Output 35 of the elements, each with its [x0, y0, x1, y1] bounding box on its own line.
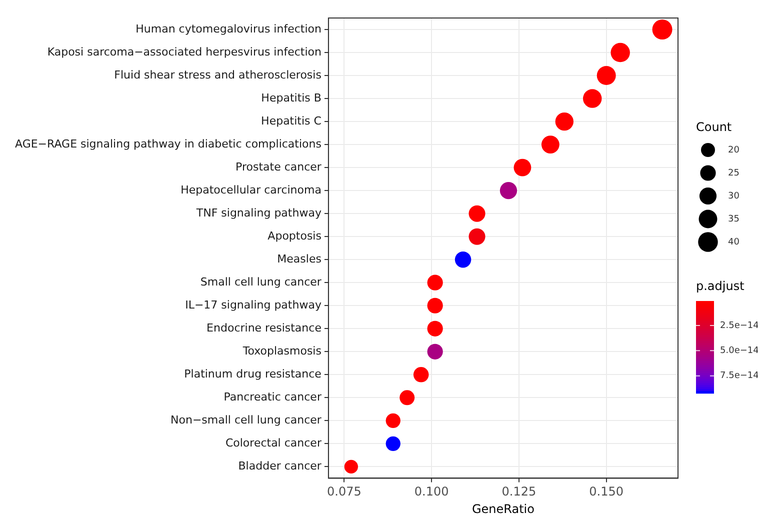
x-axis-title: GeneRatio: [472, 502, 534, 516]
y-tick-label: Pancreatic cancer: [224, 390, 322, 404]
y-tick-label: TNF signaling pathway: [195, 206, 322, 220]
y-tick-label: Hepatocellular carcinoma: [180, 183, 322, 196]
x-tick-label: 0.125: [502, 484, 536, 499]
y-tick-label: Prostate cancer: [236, 160, 322, 174]
legend-label: 30: [728, 191, 740, 202]
y-tick-label: Fluid shear stress and atherosclerosis: [114, 68, 322, 82]
y-tick-label: Non−small cell lung cancer: [170, 414, 322, 427]
x-tick-label: 0.100: [414, 484, 449, 499]
y-tick-label: IL−17 signaling pathway: [185, 298, 322, 312]
color-bar-title: p.adjust: [696, 279, 745, 294]
legend-label: 40: [728, 237, 740, 248]
y-tick-label: Apoptosis: [268, 229, 322, 242]
y-tick-label: Kaposi sarcoma−associated herpesvirus infection: [47, 45, 322, 58]
color-bar-label: 2.5e−14: [720, 320, 760, 331]
legend-label: 20: [728, 145, 740, 156]
color-bar-label: 5.0e−14: [720, 346, 760, 356]
x-tick-label: 0.075: [327, 484, 362, 499]
y-tick-label: AGE−RAGE signaling pathway in diabetic complications: [14, 137, 322, 150]
color-bar-label: 7.5e−14: [720, 371, 760, 382]
y-tick-label: Hepatitis B: [261, 91, 322, 104]
y-tick-label: Endocrine resistance: [206, 321, 322, 334]
y-tick-label: Human cytomegalovirus infection: [136, 22, 322, 36]
y-tick-label: Toxoplasmosis: [242, 344, 322, 358]
y-tick-label: Hepatitis C: [261, 114, 322, 128]
x-tick-label: 0.150: [589, 484, 624, 499]
y-tick-label: Measles: [277, 252, 322, 266]
y-tick-label: Platinum drug resistance: [184, 368, 322, 381]
legend-title: Count: [696, 120, 732, 134]
y-tick-label: Colorectal cancer: [225, 436, 322, 450]
y-tick-label: Small cell lung cancer: [200, 275, 322, 288]
legend-label: 25: [728, 168, 740, 178]
y-tick-label: Bladder cancer: [238, 460, 322, 473]
legend-label: 35: [728, 214, 740, 224]
